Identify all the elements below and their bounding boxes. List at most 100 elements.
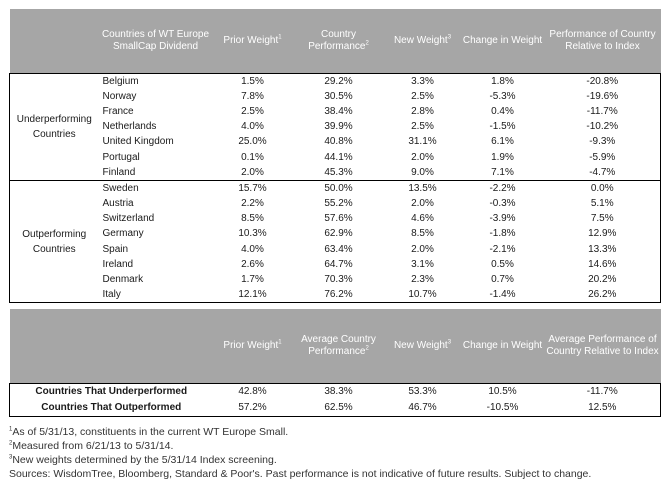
prior-weight-cell: 2.6% — [241, 258, 264, 270]
change-cell: 7.1% — [491, 166, 514, 178]
table-row: Portugal 0.1% 44.1% 2.0% 1.9% -5.9% — [10, 149, 661, 165]
summary-header-blank-2 — [98, 309, 213, 384]
country-cell: Austria — [102, 198, 134, 210]
summary-row: Countries That Outperformed 57.2% 62.5% 46.… — [9, 399, 661, 417]
prior-weight-cell: 7.8% — [241, 90, 264, 102]
new-weight-cell: 2.5% — [411, 121, 434, 133]
relative-cell: 14.6% — [544, 256, 661, 272]
performance-cell: 50.0% — [292, 179, 385, 196]
relative-cell: -4.7% — [544, 164, 661, 181]
table-row: Netherlands 4.0% 39.9% 2.5% -1.5% -10.2% — [10, 119, 661, 135]
relative-cell: -20.8% — [544, 72, 661, 89]
relative-cell: 13.3% — [544, 241, 661, 257]
prior-weight-cell: 57.2% — [212, 399, 293, 417]
new-weight-cell: 46.7% — [384, 399, 461, 417]
country-cell: Norway — [102, 90, 137, 102]
new-weight-cell: 2.0% — [411, 151, 434, 163]
new-weight-cell: 2.0% — [411, 198, 434, 210]
prior-weight-cell: 42.8% — [212, 382, 293, 400]
new-weight-cell: 53.3% — [384, 382, 461, 400]
new-weight-cell: 10.7% — [384, 287, 461, 304]
prior-weight-cell: 10.3% — [238, 228, 267, 240]
performance-cell: 44.1% — [324, 151, 353, 163]
performance-cell: 62.5% — [292, 399, 385, 417]
change-cell: 6.1% — [491, 136, 514, 148]
new-weight-cell: 2.0% — [411, 243, 434, 255]
change-cell: 0.4% — [491, 105, 514, 117]
change-cell: -0.3% — [489, 198, 516, 210]
relative-cell: -11.7% — [544, 382, 661, 400]
summary-header-avg-performance: Average Country Performance2 — [292, 309, 385, 384]
performance-cell: 57.6% — [324, 213, 353, 225]
table-row: Underperforming Countries Belgium 1.5% 29.2… — [9, 72, 661, 181]
performance-cell: 30.5% — [324, 90, 353, 102]
prior-weight-cell: 4.0% — [241, 121, 264, 133]
table-header-row: Countries of WT Europe SmallCap Dividend… — [9, 9, 661, 73]
prior-weight-cell: 1.5% — [212, 72, 293, 89]
summary-row: Countries That Underperformed 42.8% 38.3% 5… — [9, 382, 661, 400]
performance-cell: 63.4% — [324, 243, 353, 255]
table-row: Germany 10.3% 62.9% 8.5% -1.8% 12.9% — [10, 226, 661, 242]
performance-cell: 38.3% — [292, 382, 385, 400]
summary-header-avg-relative: Average Performance of Country Relative … — [544, 309, 661, 384]
prior-weight-cell: 2.5% — [241, 105, 264, 117]
change-cell: 10.5% — [460, 382, 545, 400]
performance-cell: 55.2% — [324, 198, 353, 210]
footnotes: 1As of 5/31/13, constituents in the curr… — [9, 425, 664, 481]
prior-weight-cell: 8.5% — [241, 213, 264, 225]
change-cell: -5.3% — [489, 90, 516, 102]
sources-note: Sources: WisdomTree, Bloomberg, Standard… — [9, 468, 592, 480]
prior-weight-cell: 1.7% — [241, 274, 264, 286]
relative-cell: 26.2% — [544, 287, 661, 304]
country-cell: Spain — [102, 243, 129, 255]
country-cell: Switzerland — [102, 213, 155, 225]
outperforming-group: Outperforming Countries Sweden 15.7% 50.0% 1… — [9, 179, 661, 304]
new-weight-cell: 3.3% — [384, 72, 461, 89]
prior-weight-cell: 15.7% — [212, 179, 293, 196]
new-weight-cell: 8.5% — [411, 228, 434, 240]
prior-weight-cell: 12.1% — [212, 287, 293, 304]
summary-header-blank — [9, 309, 99, 384]
change-cell: -1.5% — [489, 121, 516, 133]
new-weight-cell: 31.1% — [408, 136, 437, 148]
country-cell: Ireland — [102, 258, 134, 270]
header-change-in-weight: Change in Weight — [460, 9, 545, 73]
prior-weight-cell: 25.0% — [238, 136, 267, 148]
prior-weight-cell: 2.2% — [241, 198, 264, 210]
new-weight-cell: 4.6% — [411, 213, 434, 225]
summary-header-prior-weight: Prior Weight1 — [212, 309, 293, 384]
relative-cell: -11.7% — [544, 103, 661, 120]
new-weight-cell: 3.1% — [411, 258, 434, 270]
relative-cell: 20.2% — [544, 271, 661, 288]
change-cell: -1.4% — [460, 287, 545, 304]
prior-weight-cell: 4.0% — [241, 243, 264, 255]
table-row: Denmark 1.7% 70.3% 2.3% 0.7% 20.2% — [10, 271, 661, 288]
table-row: Spain 4.0% 63.4% 2.0% -2.1% 13.3% — [10, 241, 661, 257]
table-row: United Kingdom 25.0% 40.8% 31.1% 6.1% -9.3% — [10, 134, 661, 150]
header-blank-cell — [9, 9, 99, 73]
relative-cell: -9.3% — [544, 134, 661, 150]
country-cell: Finland — [102, 166, 136, 178]
country-cell: Germany — [102, 228, 144, 240]
table-row: Austria 2.2% 55.2% 2.0% -0.3% 5.1% — [10, 196, 661, 212]
summary-group: Countries That Underperformed 42.8% 38.3% 5… — [9, 382, 661, 417]
underperforming-group: Underperforming Countries Belgium 1.5% 29.2… — [9, 72, 661, 181]
performance-cell: 40.8% — [324, 136, 353, 148]
performance-cell: 76.2% — [292, 287, 385, 304]
prior-weight-cell: 2.0% — [241, 166, 264, 178]
header-prior-weight: Prior Weight1 — [212, 9, 293, 73]
relative-cell: -10.2% — [544, 119, 661, 135]
relative-cell: 7.5% — [544, 211, 661, 227]
table-row: Outperforming Countries Sweden 15.7% 50.0% 1… — [9, 179, 661, 304]
performance-cell: 70.3% — [324, 274, 353, 286]
country-cell: Sweden — [98, 179, 213, 196]
new-weight-cell: 13.5% — [384, 179, 461, 196]
header-new-weight: New Weight3 — [384, 9, 461, 73]
summary-header-change: Change in Weight — [460, 309, 545, 384]
new-weight-cell: 9.0% — [411, 166, 434, 178]
country-cell: Portugal — [102, 151, 140, 163]
relative-cell: 12.5% — [544, 399, 661, 417]
performance-cell: 29.2% — [292, 72, 385, 89]
change-cell: -2.1% — [489, 243, 516, 255]
new-weight-cell: 2.5% — [411, 90, 434, 102]
